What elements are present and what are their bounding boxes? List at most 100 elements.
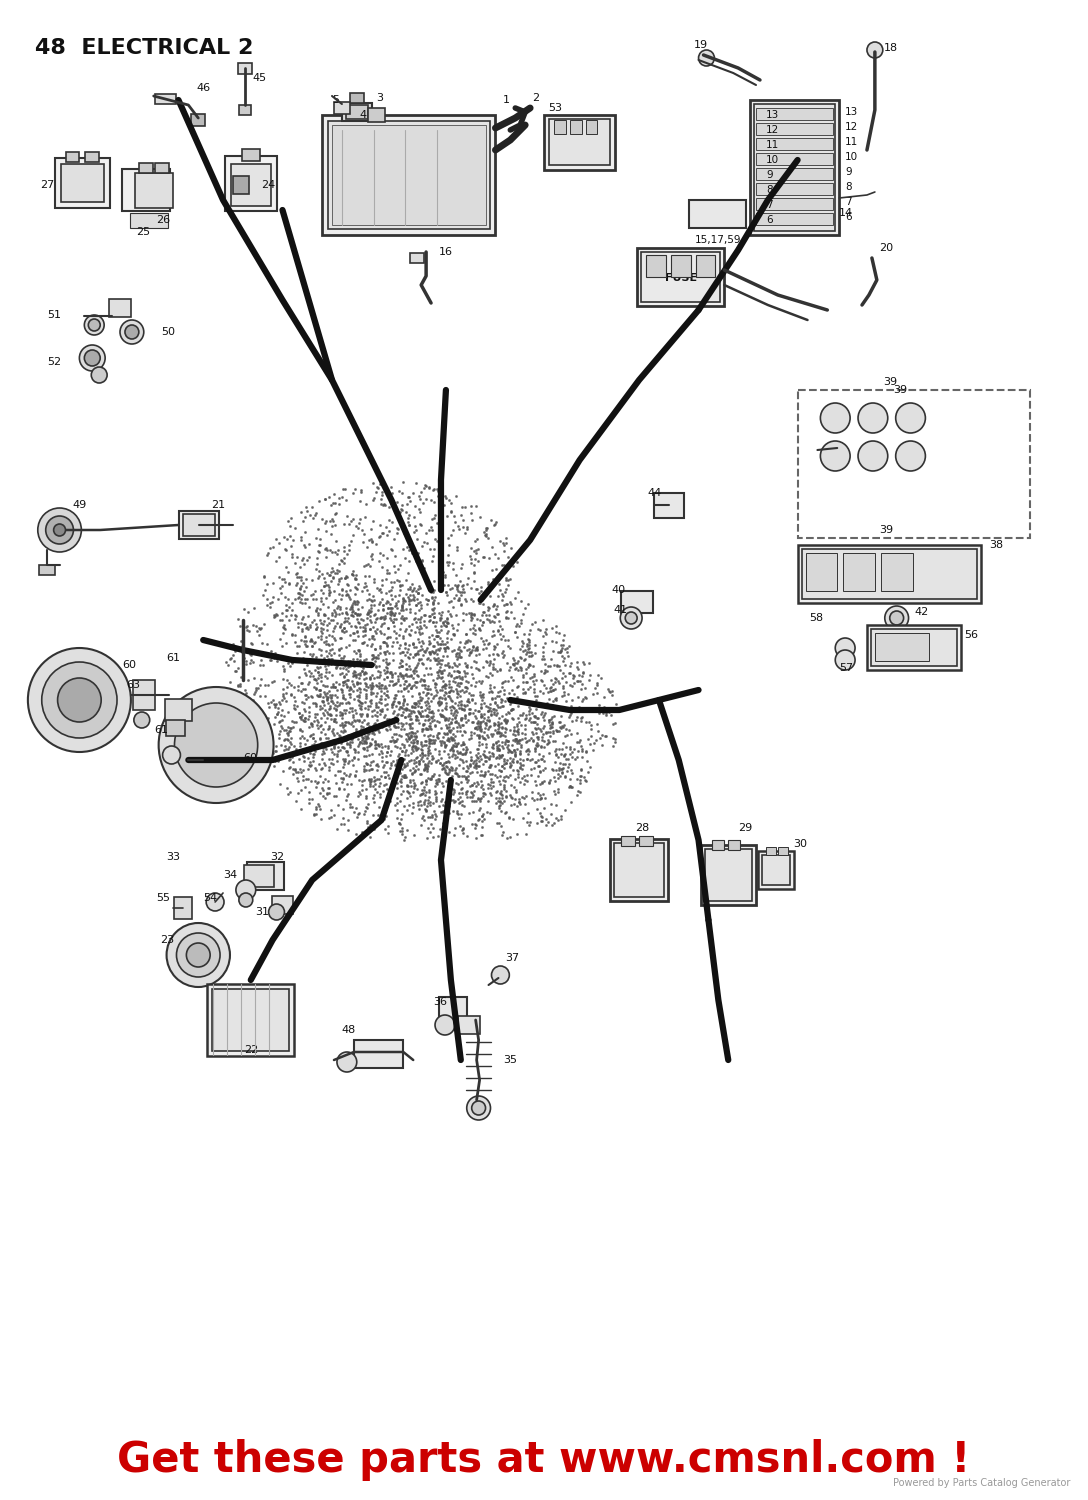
Point (460, 702, 478, 726)
Point (434, 771, 452, 795)
Point (296, 626, 313, 650)
Point (317, 510, 334, 534)
Point (244, 614, 261, 638)
Point (385, 570, 403, 594)
Point (564, 674, 581, 698)
Point (419, 681, 436, 705)
Point (497, 606, 515, 630)
Point (542, 768, 559, 792)
Point (457, 622, 474, 646)
Point (399, 704, 417, 728)
Point (351, 507, 369, 531)
Point (317, 723, 334, 747)
Point (388, 735, 406, 759)
Point (423, 730, 441, 754)
Point (532, 668, 549, 692)
Point (319, 783, 336, 807)
Point (390, 744, 407, 768)
Point (450, 652, 468, 676)
Point (334, 578, 351, 602)
Point (381, 669, 398, 693)
Circle shape (890, 632, 904, 645)
Point (407, 692, 424, 715)
Point (465, 634, 482, 658)
Point (517, 642, 534, 666)
Point (421, 790, 438, 814)
Point (312, 620, 330, 644)
Point (469, 714, 486, 738)
Point (415, 490, 432, 514)
Point (275, 738, 293, 762)
Point (323, 718, 341, 742)
Point (506, 729, 523, 753)
Point (397, 606, 415, 630)
Point (503, 698, 520, 721)
Point (430, 795, 447, 819)
Point (444, 518, 461, 542)
Point (481, 650, 498, 674)
Point (457, 706, 474, 730)
Point (474, 610, 492, 634)
Point (461, 784, 479, 808)
Point (337, 488, 355, 512)
Point (270, 748, 287, 772)
Point (388, 748, 406, 772)
Point (383, 633, 400, 657)
Point (323, 704, 341, 728)
Point (280, 782, 297, 806)
Point (311, 796, 329, 820)
Point (294, 765, 311, 789)
Point (410, 748, 428, 772)
Point (554, 650, 571, 674)
Point (518, 747, 535, 771)
Bar (728, 840, 740, 850)
Point (430, 768, 447, 792)
Point (428, 771, 445, 795)
Point (322, 560, 339, 584)
Point (378, 676, 395, 700)
Point (467, 528, 484, 552)
Point (279, 700, 296, 724)
Point (331, 672, 348, 696)
Point (504, 698, 521, 721)
Point (431, 636, 448, 660)
Point (306, 692, 323, 715)
Point (373, 746, 391, 770)
Point (570, 663, 588, 687)
Point (337, 672, 355, 696)
Point (431, 710, 448, 734)
Bar (756, 138, 833, 150)
Point (486, 513, 504, 537)
Point (351, 730, 369, 754)
Point (577, 686, 594, 709)
Point (581, 651, 598, 675)
Point (460, 726, 478, 750)
Point (481, 747, 498, 771)
Point (391, 747, 408, 771)
Point (397, 657, 415, 681)
Point (368, 693, 385, 717)
Point (380, 624, 397, 648)
Point (354, 658, 371, 682)
Point (547, 742, 565, 766)
Point (410, 598, 428, 622)
Point (484, 618, 502, 642)
Point (379, 664, 396, 688)
Point (360, 598, 378, 622)
Point (471, 618, 489, 642)
Point (384, 642, 401, 666)
Point (369, 598, 386, 622)
Point (334, 602, 351, 625)
Point (509, 759, 527, 783)
Point (379, 740, 396, 764)
Point (428, 768, 445, 792)
Point (493, 582, 510, 606)
Point (292, 718, 309, 742)
Point (369, 753, 386, 777)
Point (453, 584, 470, 608)
Point (368, 576, 385, 600)
Point (324, 620, 342, 644)
Point (257, 684, 274, 708)
Point (482, 676, 499, 700)
Point (346, 477, 363, 501)
